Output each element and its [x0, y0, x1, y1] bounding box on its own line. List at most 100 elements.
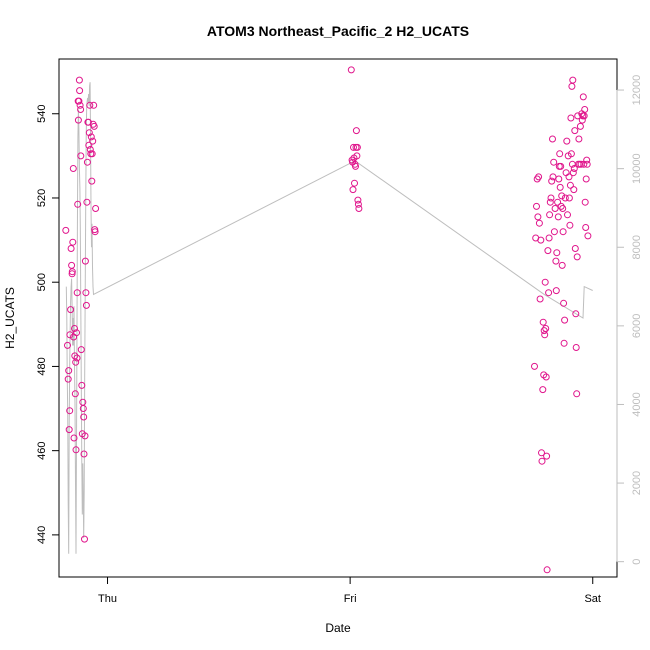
y2-tick-label: 8000: [631, 235, 643, 259]
data-point: [565, 173, 573, 181]
data-point: [542, 373, 550, 381]
data-point: [556, 150, 564, 158]
data-point: [81, 432, 89, 440]
data-point: [350, 143, 357, 151]
y2-tick-label: 0: [631, 559, 643, 565]
y2-tick-label: 2000: [631, 471, 643, 495]
y-axis: 440 460 480 500 520 540: [36, 105, 60, 544]
data-point: [355, 205, 363, 212]
data-point: [85, 141, 93, 149]
x-tick-label: Fri: [344, 593, 357, 605]
data-point: [543, 566, 551, 574]
data-point: [72, 358, 80, 366]
data-point: [582, 175, 590, 183]
data-point: [562, 169, 570, 177]
data-point: [555, 175, 563, 183]
data-point: [552, 287, 560, 295]
data-point: [546, 211, 554, 219]
data-point: [549, 135, 556, 143]
data-point: [542, 325, 550, 332]
y-tick-label: 520: [36, 189, 48, 207]
data-point: [80, 450, 88, 458]
data-point: [65, 367, 73, 375]
data-point: [567, 150, 575, 158]
data-point: [66, 407, 74, 415]
data-point: [565, 194, 573, 202]
data-point: [553, 249, 561, 257]
data-point: [581, 198, 589, 206]
data-point: [571, 127, 579, 135]
data-point: [65, 426, 73, 434]
data-point: [548, 177, 556, 185]
data-point: [558, 261, 566, 269]
data-point: [584, 232, 592, 240]
data-point: [76, 101, 84, 109]
data-point: [545, 289, 553, 297]
data-point: [552, 257, 560, 265]
data-point: [531, 362, 538, 370]
data-point: [575, 135, 583, 143]
data-point: [67, 245, 75, 252]
altitude-line: [65, 82, 593, 554]
data-point: [79, 405, 87, 412]
y2-tick-label: 4000: [631, 392, 643, 416]
data-point: [538, 457, 546, 465]
data-point: [535, 219, 543, 227]
data-point: [537, 236, 545, 244]
data-point: [352, 127, 360, 135]
y-tick-label: 440: [36, 526, 48, 544]
data-point: [534, 213, 542, 221]
y-tick-label: 480: [36, 357, 48, 375]
data-point: [90, 101, 98, 109]
data-point: [566, 221, 574, 229]
data-point: [572, 310, 580, 318]
data-point: [81, 535, 88, 543]
data-point: [541, 331, 549, 339]
data-point: [68, 268, 76, 276]
data-point: [581, 106, 589, 113]
data-point: [351, 179, 358, 187]
data-point: [352, 162, 359, 170]
data-point: [563, 137, 571, 145]
data-point: [85, 129, 93, 137]
x-axis: Thu Fri Sat: [98, 576, 601, 605]
data-point: [67, 306, 75, 314]
x-axis-label: Date: [325, 621, 351, 635]
data-point: [83, 158, 91, 166]
data-point: [77, 106, 85, 113]
data-point: [69, 165, 77, 172]
data-point: [543, 452, 551, 460]
data-point: [83, 198, 91, 206]
y-tick-label: 540: [36, 105, 48, 123]
data-point: [578, 116, 586, 124]
data-point: [75, 97, 83, 105]
data-point: [77, 346, 85, 354]
data-point: [86, 101, 94, 109]
data-point: [541, 278, 549, 286]
data-point: [570, 165, 578, 172]
data-point: [576, 122, 584, 130]
data-point: [86, 146, 94, 153]
chart-title: ATOM3 Northeast_Pacific_2 H2_UCATS: [207, 23, 469, 39]
data-point: [89, 137, 97, 145]
data-point: [353, 152, 361, 160]
data-point: [69, 238, 77, 246]
data-point: [568, 82, 576, 90]
data-point: [549, 173, 557, 181]
data-point: [73, 329, 80, 337]
data-point: [557, 162, 565, 170]
data-point: [73, 289, 81, 297]
data-point: [87, 133, 95, 141]
data-point: [78, 381, 86, 389]
data-point: [550, 158, 558, 166]
data-point: [559, 228, 567, 236]
data-point: [561, 194, 569, 202]
data-point: [561, 316, 569, 324]
y-tick-label: 500: [36, 273, 48, 291]
data-point: [90, 122, 98, 130]
data-point: [82, 301, 90, 309]
data-point: [567, 114, 575, 122]
data-point: [68, 261, 76, 269]
data-point: [582, 224, 590, 231]
